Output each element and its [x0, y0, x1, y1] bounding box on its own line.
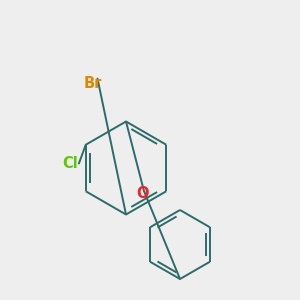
Text: O: O — [136, 186, 149, 201]
Text: Cl: Cl — [63, 156, 78, 171]
Text: Br: Br — [84, 76, 102, 92]
